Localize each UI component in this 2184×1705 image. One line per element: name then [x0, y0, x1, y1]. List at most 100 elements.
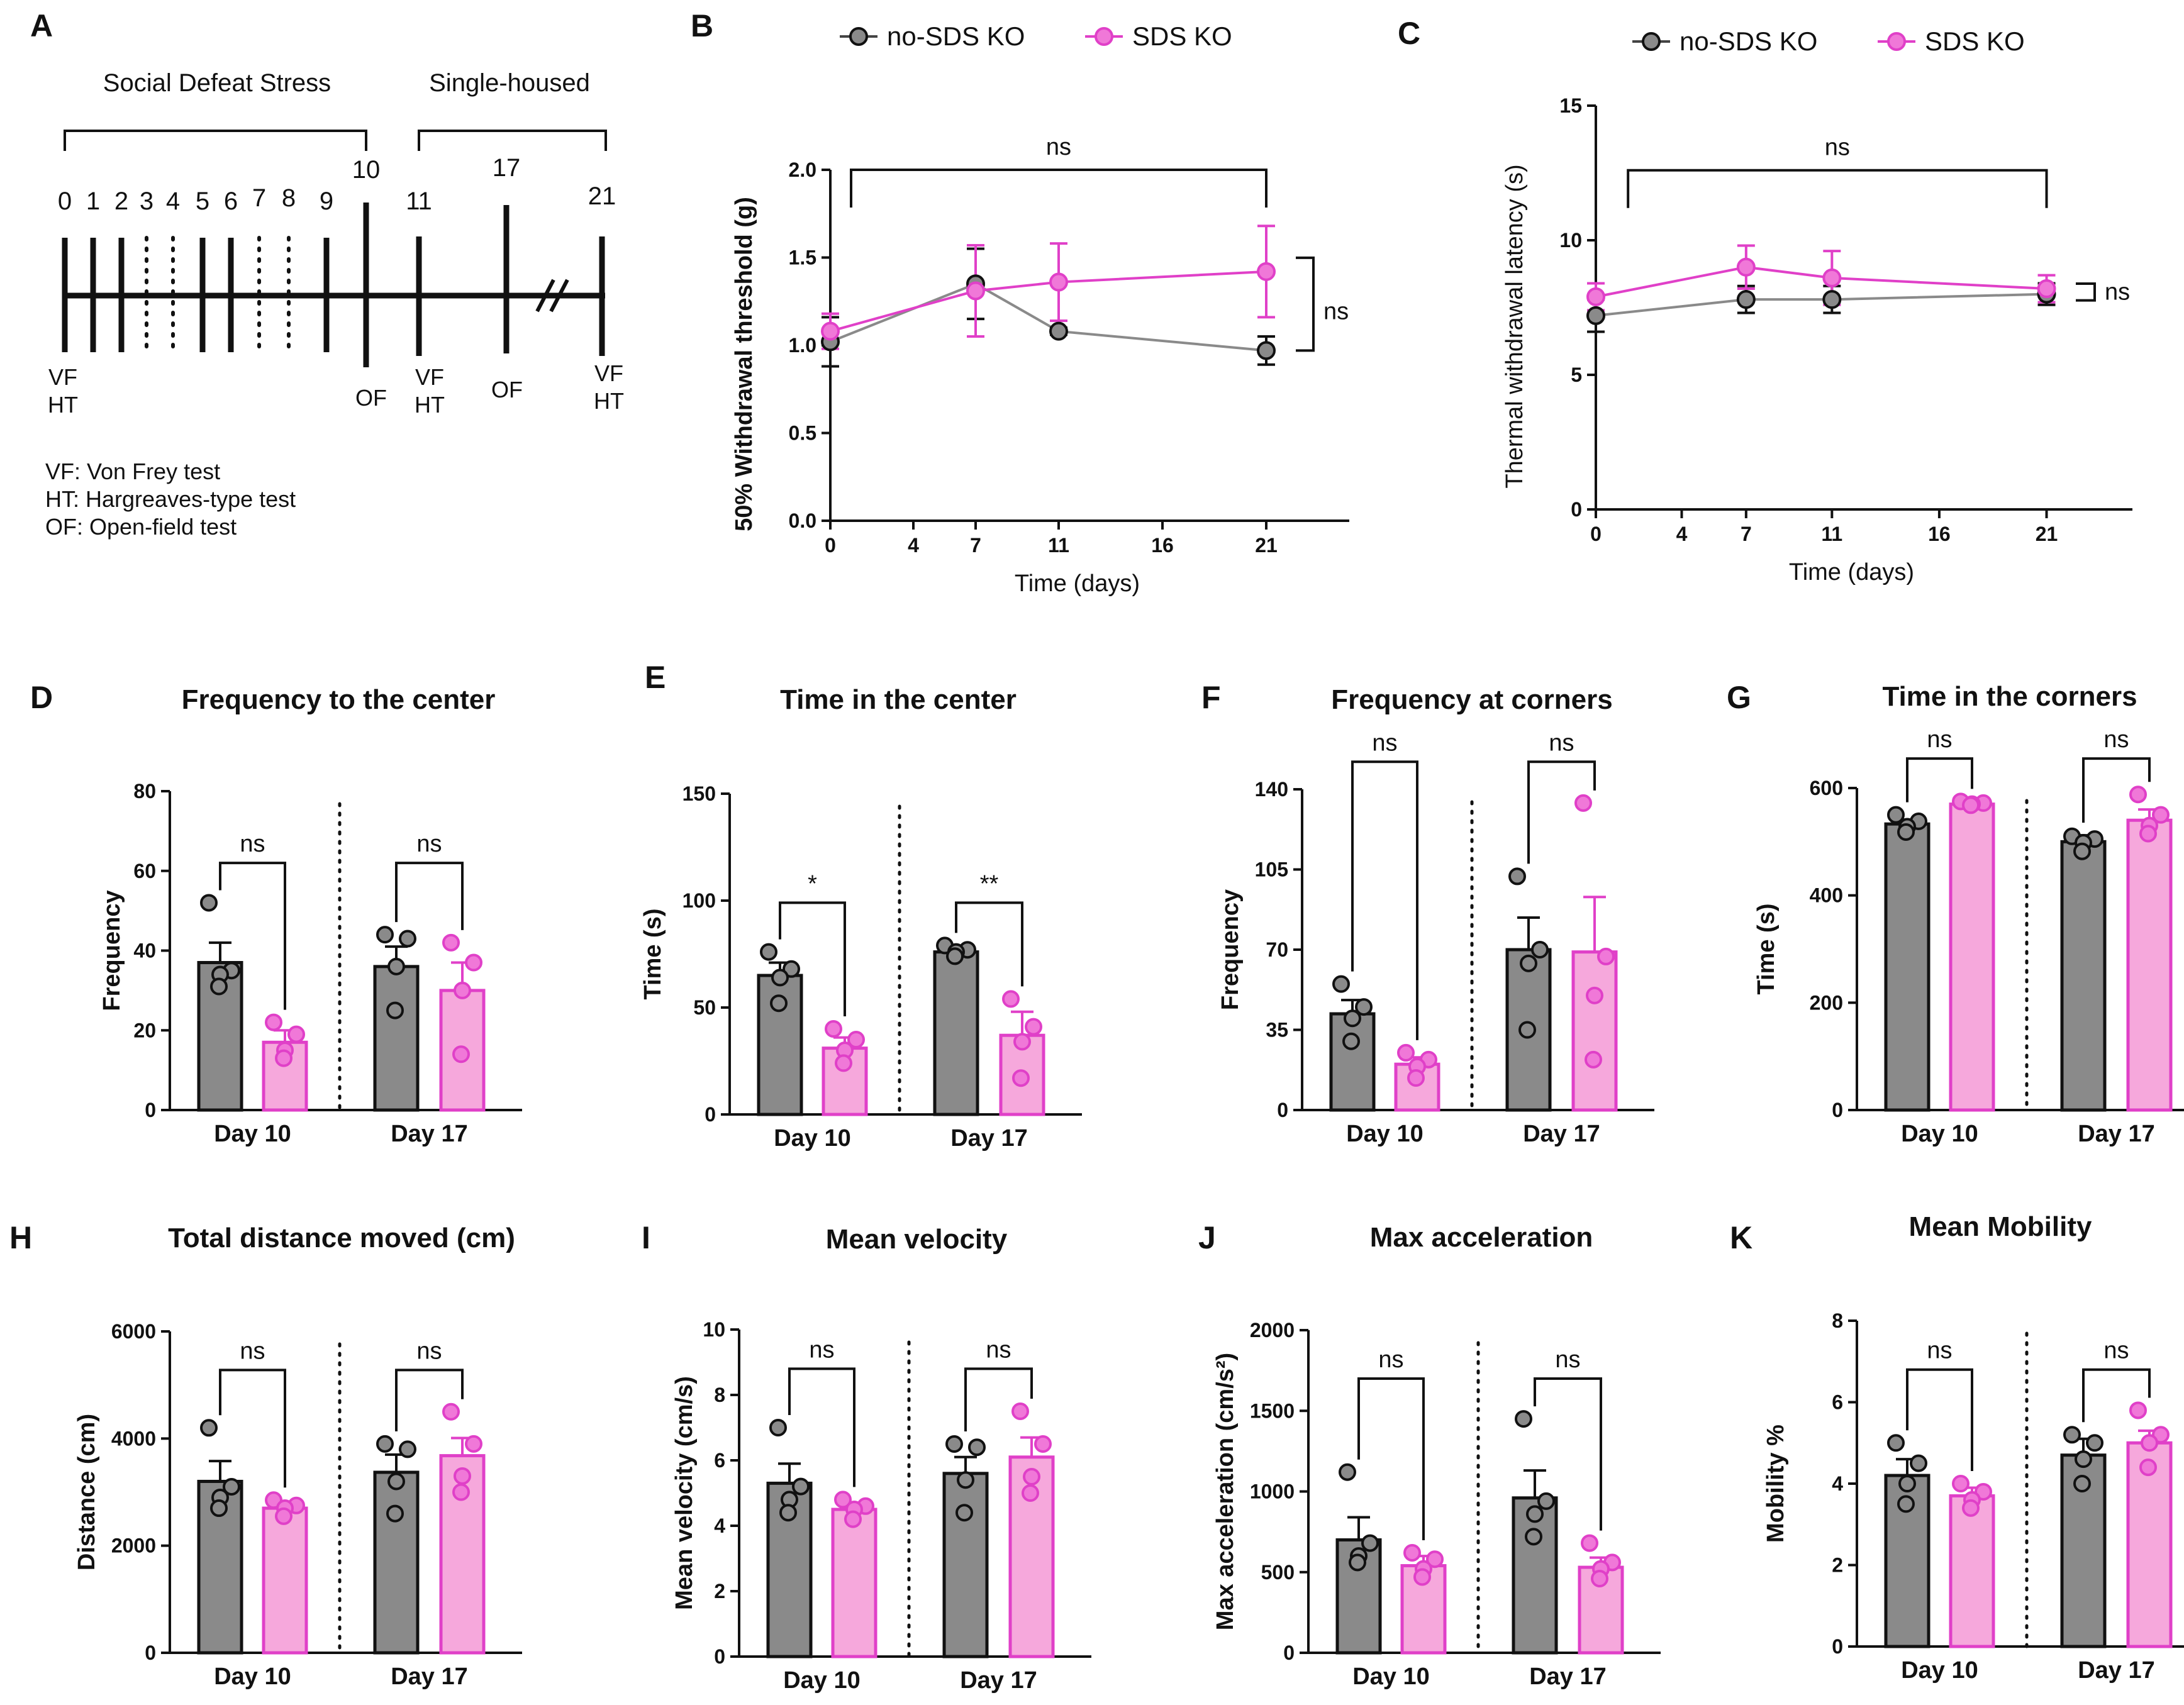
y-tick-label: 0 [1277, 1099, 1288, 1121]
y-axis-title: Time (s) [640, 908, 666, 999]
panel-label: D [30, 680, 53, 715]
series-line [1595, 292, 2047, 317]
data-point [1962, 1499, 1980, 1517]
of-label: OF [355, 385, 387, 411]
data-point [2139, 825, 2157, 843]
bar [831, 1508, 878, 1658]
data-point [821, 321, 840, 341]
data-point [1332, 975, 1350, 993]
category-label: Day 10 [1901, 1121, 1978, 1147]
data-point [2037, 279, 2056, 299]
y-axis-title: Thermal withdrawal latency (s) [1502, 164, 1528, 488]
y-tick-label: 4 [714, 1514, 725, 1537]
timeline-ticks: 0 1 2 3 4 5 6 7 8 9 10 11 17 21 VF HT VF HT VF HT OF OF [48, 154, 624, 418]
data-point [2063, 1426, 2081, 1444]
series-line [1595, 265, 2047, 298]
chart-title: Time in the center [780, 684, 1017, 715]
legend-marker [1642, 32, 1661, 51]
significance-label: ns [1825, 135, 1850, 161]
y-tick-label: 500 [1261, 1561, 1295, 1584]
data-point [465, 1435, 482, 1453]
data-point [1257, 262, 1276, 281]
significance-bracket [964, 1367, 1033, 1431]
legend-label: no-SDS KO [1680, 26, 1817, 56]
y-tick-label: 2 [1832, 1554, 1843, 1577]
panel-label: G [1727, 680, 1751, 715]
data-point [275, 1049, 292, 1067]
legend-marker [1887, 32, 1906, 51]
y-tick-label: 2000 [111, 1535, 156, 1557]
day-label-2: 2 [114, 187, 128, 215]
y-tick-label: 400 [1810, 884, 1843, 907]
data-point [1344, 1009, 1361, 1028]
day-label-7: 7 [252, 184, 266, 212]
data-point [2086, 1434, 2103, 1452]
data-point [1397, 1043, 1415, 1062]
bar [942, 1472, 989, 1658]
significance-label: ** [980, 870, 999, 897]
data-point [834, 1491, 852, 1509]
category-label: Day 10 [214, 1663, 291, 1690]
data-point [779, 1504, 797, 1522]
bar [1949, 803, 1995, 1112]
day-label-3: 3 [140, 187, 153, 215]
y-tick-label: 4 [1832, 1472, 1843, 1495]
data-point [1822, 290, 1842, 309]
bar [2126, 818, 2173, 1112]
data-point [2141, 1434, 2158, 1452]
x-tick-label: 4 [1676, 523, 1688, 545]
single-housed-bracket [418, 130, 607, 151]
data-point [210, 977, 228, 996]
data-point [2129, 1401, 2147, 1419]
significance-bracket [788, 1367, 855, 1487]
category-label: Day 17 [950, 1125, 1028, 1152]
y-tick-label: 0 [714, 1645, 725, 1668]
data-point [399, 930, 416, 948]
data-point [287, 1025, 305, 1043]
day-label-9: 9 [320, 187, 333, 215]
data-point [946, 947, 964, 965]
data-point [847, 1031, 865, 1048]
panel-i: I Mean velocity 0 2 4 6 8 10 Mean velocity (cm/s… [642, 1220, 1091, 1694]
significance-bracket [779, 901, 846, 1016]
y-tick-label: 0 [145, 1099, 156, 1121]
significance-bracket [955, 901, 1023, 987]
significance-label: ns [1927, 726, 1952, 753]
significance-label: ns [416, 1338, 442, 1364]
y-tick-label: 0.5 [789, 422, 816, 445]
panel-e: E Time in the center 0 50 100 150 Time (s) Day … [640, 660, 1082, 1152]
data-point [442, 933, 460, 952]
bar [2060, 840, 2107, 1112]
y-tick-label: 80 [133, 780, 156, 803]
data-point [2073, 842, 2091, 860]
significance-bracket [219, 862, 286, 1010]
y-axis-title: Time (s) [1753, 903, 1780, 994]
legend-marker [1095, 27, 1113, 46]
category-label: Day 17 [2078, 1657, 2155, 1684]
data-point [399, 1440, 416, 1458]
data-point [760, 943, 777, 961]
y-tick-label: 70 [1266, 938, 1288, 961]
significance-label: ns [416, 831, 442, 857]
significance-bracket [219, 1369, 286, 1488]
bar [1512, 1496, 1558, 1655]
data-point [770, 994, 788, 1013]
x-axis-title: Time (days) [1789, 559, 1914, 586]
category-label: Day 10 [774, 1125, 851, 1152]
data-point [1349, 1553, 1366, 1572]
chart-title: Time in the corners [1882, 681, 2137, 712]
data-point [1910, 1454, 1927, 1472]
y-tick-label: 10 [703, 1318, 725, 1341]
category-label: Day 17 [391, 1121, 468, 1147]
data-point [1023, 1468, 1040, 1486]
data-point [265, 1013, 282, 1031]
axis-break-mark [535, 279, 555, 313]
legend-label: SDS KO [1132, 21, 1232, 51]
y-tick-label: 140 [1255, 778, 1288, 801]
y-tick-label: 0 [1832, 1635, 1843, 1658]
data-point [956, 1504, 973, 1522]
x-tick-label: 21 [1255, 534, 1278, 557]
data-point [2152, 806, 2170, 824]
panel-label: J [1198, 1220, 1216, 1255]
